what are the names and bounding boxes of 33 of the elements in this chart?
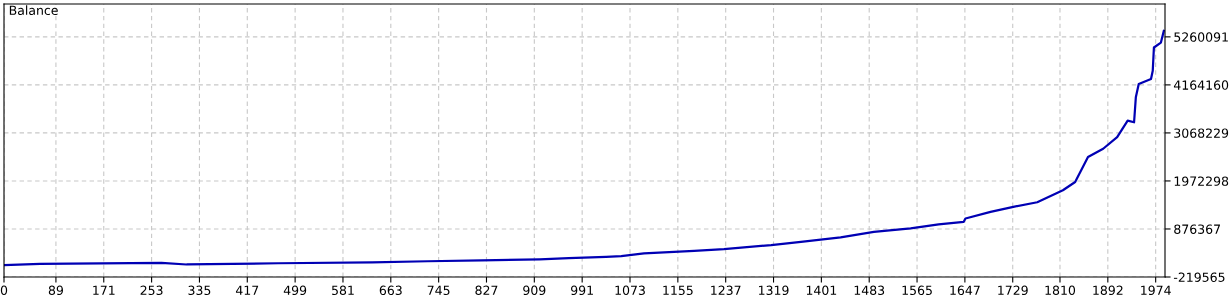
x-tick-label: 171 — [93, 285, 115, 295]
x-tick-label: 1237 — [711, 285, 741, 296]
x-tick-label: 991 — [571, 285, 593, 296]
y-tick-label: 4164160 — [1173, 80, 1229, 90]
x-tick-label: 1483 — [854, 285, 885, 296]
x-tick-label: 1401 — [806, 285, 837, 296]
x-tick-label: 1155 — [663, 285, 693, 296]
x-tick-label: 253 — [140, 285, 163, 296]
y-tick-label: 876367 — [1174, 224, 1220, 234]
x-tick-label: 1892 — [1093, 285, 1123, 296]
x-tick-label: 499 — [283, 285, 307, 296]
x-tick-label: 1729 — [998, 285, 1028, 296]
x-tick-label: 1810 — [1045, 285, 1076, 296]
x-tick-label: 0 — [0, 285, 8, 296]
y-tick-label: -219565 — [1173, 272, 1225, 282]
x-tick-label: 1647 — [950, 285, 980, 296]
x-tick-label: 335 — [188, 285, 211, 296]
x-tick-label: 827 — [475, 285, 498, 296]
x-tick-label: 581 — [332, 285, 354, 296]
x-tick-label: 1319 — [758, 285, 789, 296]
y-tick-label: 5260091 — [1174, 32, 1228, 42]
y-tick-label: 1972298 — [1174, 176, 1229, 186]
x-tick-label: 909 — [523, 285, 546, 296]
chart-title: Balance — [9, 5, 58, 16]
x-tick-label: 417 — [235, 285, 259, 295]
y-tick-label: 3068229 — [1174, 128, 1229, 138]
x-tick-label: 745 — [427, 285, 450, 296]
x-tick-label: 89 — [48, 285, 63, 296]
x-tick-label: 663 — [379, 285, 402, 296]
line-series — [4, 29, 1165, 267]
x-tick-label: 1565 — [902, 285, 932, 296]
x-tick-label: 1974 — [1141, 285, 1171, 296]
x-tick-label: 1073 — [615, 285, 645, 296]
